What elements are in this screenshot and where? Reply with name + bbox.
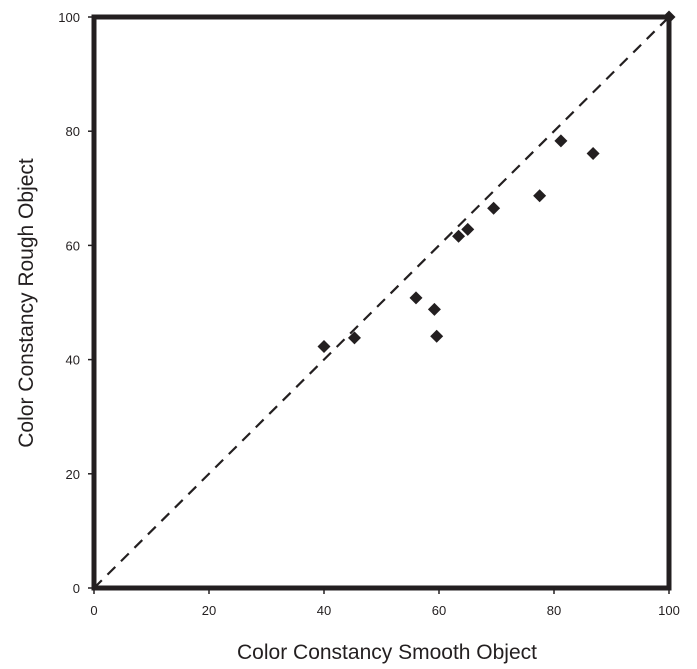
data-point-diamond [533, 189, 547, 203]
data-point-diamond [430, 329, 444, 343]
plot-frame [91, 14, 672, 591]
data-point-diamond [409, 291, 423, 305]
x-axis-title: Color Constancy Smooth Object [237, 641, 537, 664]
data-point-diamond [554, 134, 568, 148]
y-tick-label: 40 [66, 353, 80, 368]
data-point-diamond [427, 302, 441, 316]
x-tick-label: 40 [317, 603, 331, 618]
x-tick-label: 20 [202, 603, 216, 618]
x-tick-label: 100 [658, 603, 680, 618]
data-point-diamond [586, 146, 600, 160]
data-point-diamond [347, 331, 361, 345]
y-tick-label: 100 [58, 10, 80, 25]
x-tick-label: 80 [547, 603, 561, 618]
data-point-diamond [317, 339, 331, 353]
reference-line-identity [93, 16, 670, 589]
x-tick-label: 0 [90, 603, 97, 618]
tick-layer: 0 20 40 60 80 100 0 20 40 60 80 100 [58, 10, 680, 618]
y-tick-label: 80 [66, 124, 80, 139]
y-axis-title: Color Constancy Rough Object [15, 158, 38, 448]
y-tick-label: 60 [66, 238, 80, 253]
data-points-layer [317, 10, 676, 353]
reference-line-layer [93, 16, 670, 589]
y-tick-label: 0 [73, 581, 80, 596]
data-point-diamond [461, 222, 475, 236]
x-tick-label: 60 [432, 603, 446, 618]
data-point-diamond [662, 10, 676, 24]
y-tick-label: 20 [66, 467, 80, 482]
data-point-diamond [452, 229, 466, 243]
data-point-diamond [487, 201, 501, 215]
plot-frame-layer [91, 14, 672, 591]
